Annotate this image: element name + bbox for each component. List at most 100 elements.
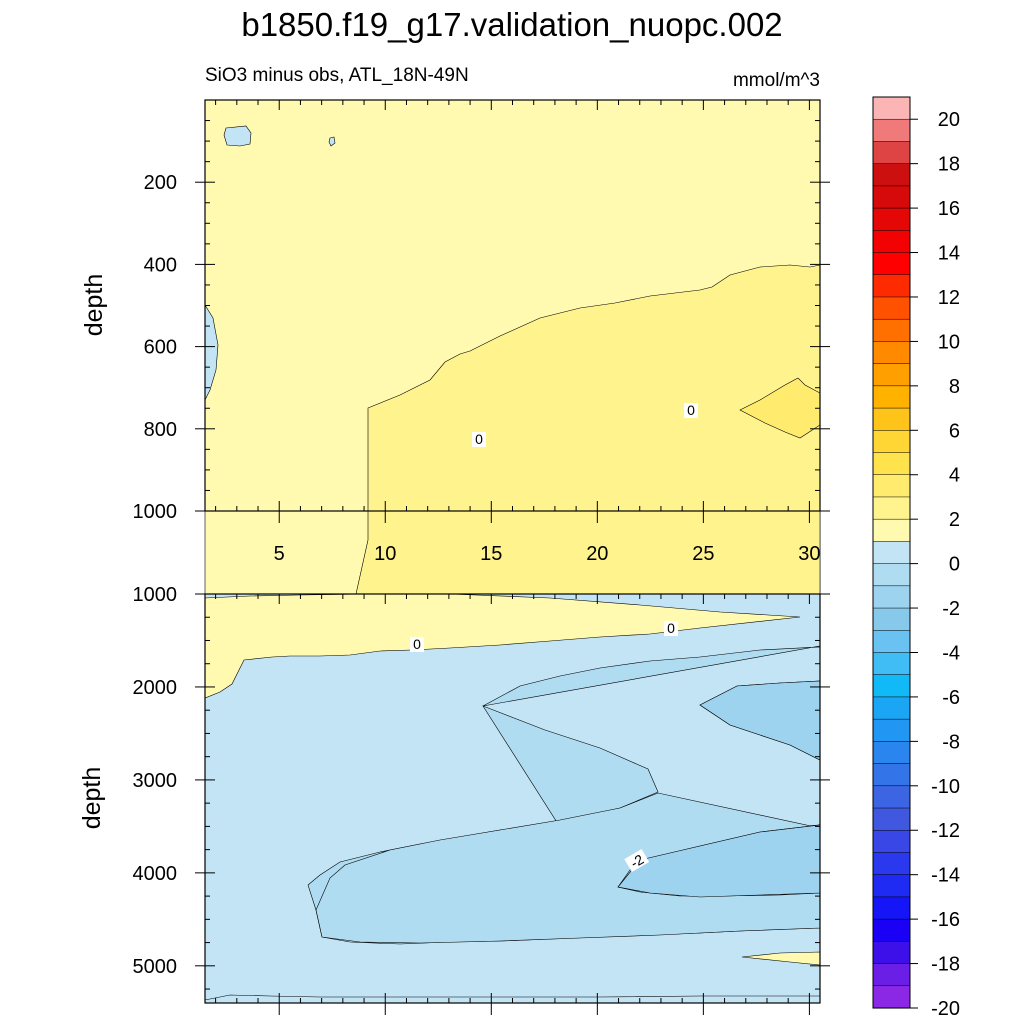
bottom-contour-deep-line xyxy=(204,994,820,1001)
colorbar-swatch xyxy=(872,785,911,809)
colorbar-swatch xyxy=(872,252,911,276)
colorbar-swatch xyxy=(872,452,911,476)
units-label: mmol/m^3 xyxy=(733,70,820,91)
top-ytick-label: 800 xyxy=(144,419,177,441)
colorbar-label: 12 xyxy=(938,287,960,309)
colorbar-frame xyxy=(872,96,911,1009)
top-xtick-label: 5 xyxy=(274,543,285,565)
top-xtick-label: 25 xyxy=(692,543,714,565)
contour-label-box xyxy=(472,432,486,447)
colorbar-swatch xyxy=(872,518,911,542)
colorbar-label: -16 xyxy=(931,909,960,931)
bottom-ytick-label: 2000 xyxy=(133,677,178,699)
contour-label-box xyxy=(624,849,650,873)
chart-title: b1850.f19_g17.validation_nuopc.002 xyxy=(241,6,782,43)
chart-subtitle: SiO3 minus obs, ATL_18N-49N xyxy=(205,65,469,86)
top-contour-label-1: 0 xyxy=(475,431,483,447)
colorbar-swatch xyxy=(872,385,911,409)
colorbar-swatch xyxy=(872,696,911,720)
top-ytick-label: 400 xyxy=(144,254,177,276)
colorbar-label: 0 xyxy=(949,554,960,576)
top-ylabel: depth xyxy=(80,274,108,337)
colorbar-label: 2 xyxy=(949,509,960,531)
colorbar-label: 6 xyxy=(949,420,960,442)
colorbar-swatch xyxy=(872,829,911,854)
top-region-negative-dot xyxy=(328,136,336,147)
colorbar-label: -2 xyxy=(942,598,960,620)
colorbar-label: 4 xyxy=(949,465,960,487)
bottom-contour-label-1: 0 xyxy=(413,636,421,652)
colorbar-swatch xyxy=(872,674,911,698)
colorbar-label: -20 xyxy=(931,998,960,1020)
bottom-ytick-label: 1000 xyxy=(133,584,178,606)
colorbar-label: 18 xyxy=(938,154,960,176)
colorbar-swatch xyxy=(872,963,911,987)
colorbar-swatch xyxy=(872,274,911,298)
colorbar-swatch xyxy=(872,741,911,765)
colorbar-swatch xyxy=(872,874,911,898)
colorbar-swatch xyxy=(872,807,911,831)
colorbar-swatch xyxy=(872,985,911,1009)
colorbar-swatch xyxy=(872,763,911,787)
bottom-contour-label-2: 0 xyxy=(667,620,675,636)
colorbar-swatch xyxy=(872,318,911,342)
bottom-ylabel: depth xyxy=(78,767,106,830)
top-contour-label-2: 0 xyxy=(687,402,695,418)
colorbar-label: 14 xyxy=(938,243,960,265)
top-ytick-label: 200 xyxy=(144,172,177,194)
colorbar-swatch xyxy=(872,341,911,365)
colorbar-swatch xyxy=(872,607,911,631)
colorbar-swatch xyxy=(872,185,911,209)
top-xtick-label: 15 xyxy=(480,543,502,565)
colorbar-swatch xyxy=(872,652,911,676)
colorbar-label: -10 xyxy=(931,776,960,798)
colorbar-label: 8 xyxy=(949,376,960,398)
colorbar-swatch xyxy=(872,430,911,454)
bottom-ytick-label: 3000 xyxy=(133,770,178,792)
contour-label-box xyxy=(684,403,698,418)
colorbar-label: 16 xyxy=(938,198,960,220)
bottom-axis-ticks: 1000 2000 3000 4000 5000 xyxy=(133,584,830,1015)
colorbar-label: -12 xyxy=(931,820,960,842)
colorbar: 20181614121086420-2-4-6-8-10-12-14-16-18… xyxy=(872,96,960,1020)
top-axis-ticks: 5 10 15 20 25 30 200 400 600 800 1000 xyxy=(133,100,830,565)
bottom-region-0-to-2 xyxy=(204,593,801,699)
colorbar-swatch xyxy=(872,852,911,876)
colorbar-swatch xyxy=(872,630,911,654)
top-xtick-label: 30 xyxy=(798,543,820,565)
colorbar-swatch xyxy=(872,918,911,942)
top-ytick-label: 600 xyxy=(144,337,177,359)
colorbar-swatch xyxy=(872,207,911,231)
top-region-negative-patch xyxy=(223,125,252,147)
colorbar-label: -14 xyxy=(931,865,960,887)
colorbar-label: -8 xyxy=(942,731,960,753)
colorbar-swatch xyxy=(872,563,911,587)
colorbar-swatch xyxy=(872,363,911,387)
top-xtick-label: 20 xyxy=(586,543,608,565)
colorbar-swatch xyxy=(872,941,911,965)
colorbar-swatch xyxy=(872,118,911,142)
colorbar-swatch xyxy=(872,163,911,187)
colorbar-swatch xyxy=(872,496,911,520)
colorbar-swatch xyxy=(872,896,911,920)
colorbar-swatch xyxy=(872,96,911,120)
colorbar-swatch xyxy=(872,141,911,165)
contour-label-box xyxy=(664,621,678,636)
bottom-ytick-label: 4000 xyxy=(133,863,178,885)
colorbar-swatch xyxy=(872,541,911,565)
colorbar-swatch xyxy=(872,230,911,254)
colorbar-swatch xyxy=(872,718,911,742)
colorbar-label: -18 xyxy=(931,954,960,976)
colorbar-swatch xyxy=(872,585,911,609)
colorbar-label: -4 xyxy=(942,642,960,664)
colorbar-label: 20 xyxy=(938,109,960,131)
colorbar-label: 10 xyxy=(938,331,960,353)
contour-label-box xyxy=(410,637,424,652)
colorbar-swatch xyxy=(872,296,911,320)
colorbar-swatch xyxy=(872,474,911,498)
colorbar-swatch xyxy=(872,407,911,431)
top-ytick-label: 1000 xyxy=(133,501,178,523)
top-xtick-label: 10 xyxy=(374,543,396,565)
